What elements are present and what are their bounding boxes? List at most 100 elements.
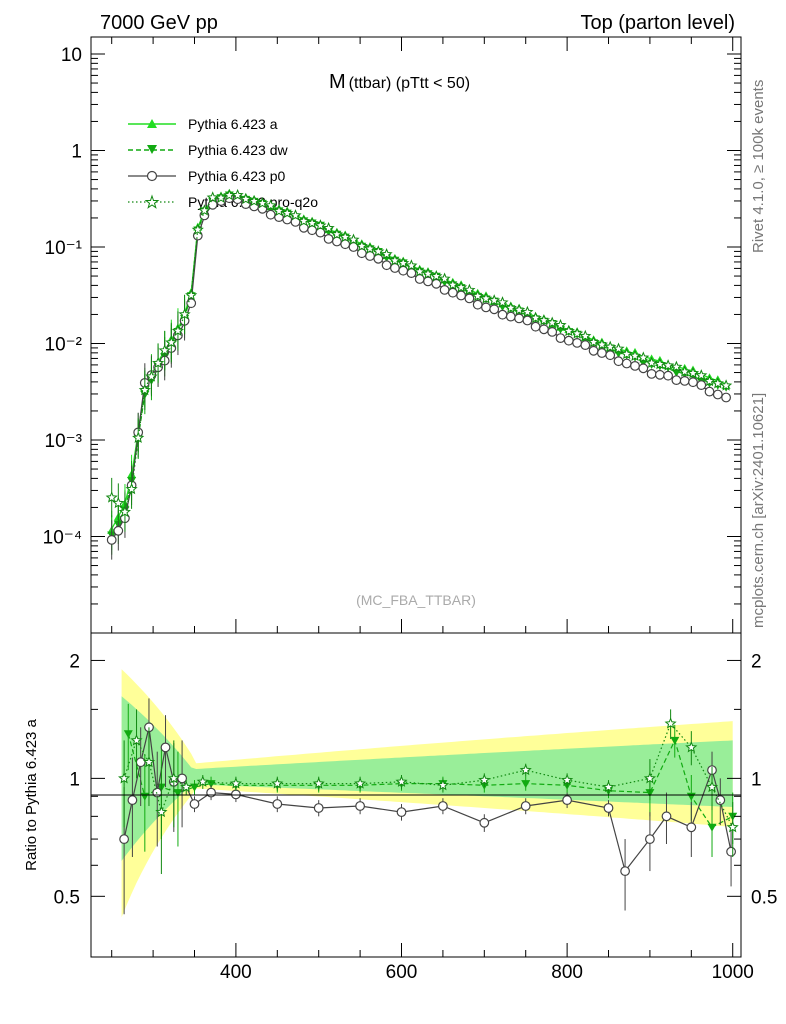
data-point xyxy=(165,336,178,348)
data-point xyxy=(239,192,252,205)
ratio-point xyxy=(726,820,739,833)
ratio-point xyxy=(686,822,697,833)
series-1 xyxy=(107,191,731,555)
data-point xyxy=(645,356,658,368)
y-tick-label: 1 xyxy=(71,141,82,162)
data-point xyxy=(355,239,368,252)
data-point xyxy=(688,377,698,388)
ratio-point xyxy=(726,846,736,857)
data-point xyxy=(347,233,360,245)
triangle-down-icon xyxy=(147,145,157,154)
ratio-point xyxy=(562,795,572,805)
data-point xyxy=(530,321,541,332)
data-point xyxy=(537,314,550,326)
ratio-y-tick-label: 0.5 xyxy=(54,887,80,908)
data-point xyxy=(405,259,418,271)
rivet-label: Rivet 4.1.0, ≥ 100k events xyxy=(750,80,767,253)
ratio-point xyxy=(142,755,156,768)
data-point xyxy=(555,333,566,344)
data-point xyxy=(580,340,591,351)
data-point xyxy=(105,491,118,503)
data-point xyxy=(505,311,516,322)
series-3 xyxy=(105,188,733,532)
data-point xyxy=(171,324,184,336)
data-point xyxy=(330,228,343,240)
data-point xyxy=(289,209,302,221)
data-point xyxy=(231,188,244,201)
data-point xyxy=(348,242,359,252)
data-point xyxy=(479,292,493,304)
ratio-point xyxy=(707,823,717,832)
data-point xyxy=(248,194,261,207)
ratio-band-green xyxy=(121,696,733,861)
ratio-point xyxy=(521,780,531,789)
data-point xyxy=(621,358,632,369)
ratio-point xyxy=(645,834,655,844)
data-point xyxy=(118,505,131,518)
data-point xyxy=(439,285,450,295)
ratio-point xyxy=(180,780,193,793)
data-point xyxy=(464,293,475,304)
y-tick-label: 10⁻⁴ xyxy=(43,527,82,548)
ratio-point xyxy=(190,783,199,792)
y-tick-label: 10⁻² xyxy=(45,334,83,355)
y-tick-label: 10 xyxy=(61,45,82,66)
y-tick-label: 10⁻¹ xyxy=(45,238,83,259)
data-point xyxy=(547,327,558,337)
data-point xyxy=(522,315,533,326)
data-point xyxy=(125,482,138,495)
data-point xyxy=(488,294,501,306)
ratio-point xyxy=(312,777,325,789)
data-point xyxy=(112,496,125,509)
ratio-point xyxy=(167,772,180,784)
data-point xyxy=(637,351,650,363)
ratio-point xyxy=(436,778,449,791)
data-point xyxy=(152,356,165,369)
ratio-point xyxy=(229,777,242,789)
data-point xyxy=(214,191,228,203)
data-point xyxy=(638,363,649,374)
ratio-point xyxy=(354,777,367,789)
data-point xyxy=(198,204,211,216)
data-point xyxy=(463,283,476,296)
data-point xyxy=(571,327,584,339)
data-point xyxy=(106,535,117,545)
data-point xyxy=(191,223,204,235)
data-point xyxy=(712,389,723,400)
ratio-y-tick-label-right: 2 xyxy=(751,651,762,672)
data-point xyxy=(256,196,269,209)
data-point xyxy=(489,304,500,315)
data-point xyxy=(471,289,484,302)
x-tick-label: 400 xyxy=(220,962,252,983)
data-point xyxy=(145,370,158,382)
ratio-point xyxy=(272,799,283,809)
data-point xyxy=(138,383,151,396)
ratio-point xyxy=(123,730,133,739)
ratio-bands xyxy=(121,669,733,918)
data-point xyxy=(620,347,633,360)
data-point xyxy=(373,253,384,264)
data-point xyxy=(686,366,700,379)
legend-label-dw: Pythia 6.423 dw xyxy=(188,142,289,158)
ratio-point xyxy=(602,780,615,793)
data-point xyxy=(322,221,335,234)
axes: 10 1 10⁻¹ 10⁻² 10⁻³ 10⁻⁴ 2 2 1 1 0.5 0.5 400 600 800 10… xyxy=(43,37,777,983)
data-point xyxy=(597,348,607,358)
data-point xyxy=(315,227,326,238)
ratio-point xyxy=(127,795,138,805)
data-point xyxy=(496,296,509,308)
x-tick-label: 600 xyxy=(386,962,418,983)
ratio-point xyxy=(119,834,129,844)
data-point xyxy=(472,299,483,310)
data-point xyxy=(397,256,410,269)
data-point xyxy=(339,230,352,243)
ratio-point xyxy=(396,807,407,817)
data-point xyxy=(388,254,401,266)
ratio-point xyxy=(603,803,614,813)
data-point xyxy=(721,392,731,403)
data-point xyxy=(711,377,724,389)
ratio-point xyxy=(478,773,491,786)
data-point xyxy=(380,247,393,260)
star-icon xyxy=(144,194,160,209)
data-point xyxy=(446,278,459,290)
